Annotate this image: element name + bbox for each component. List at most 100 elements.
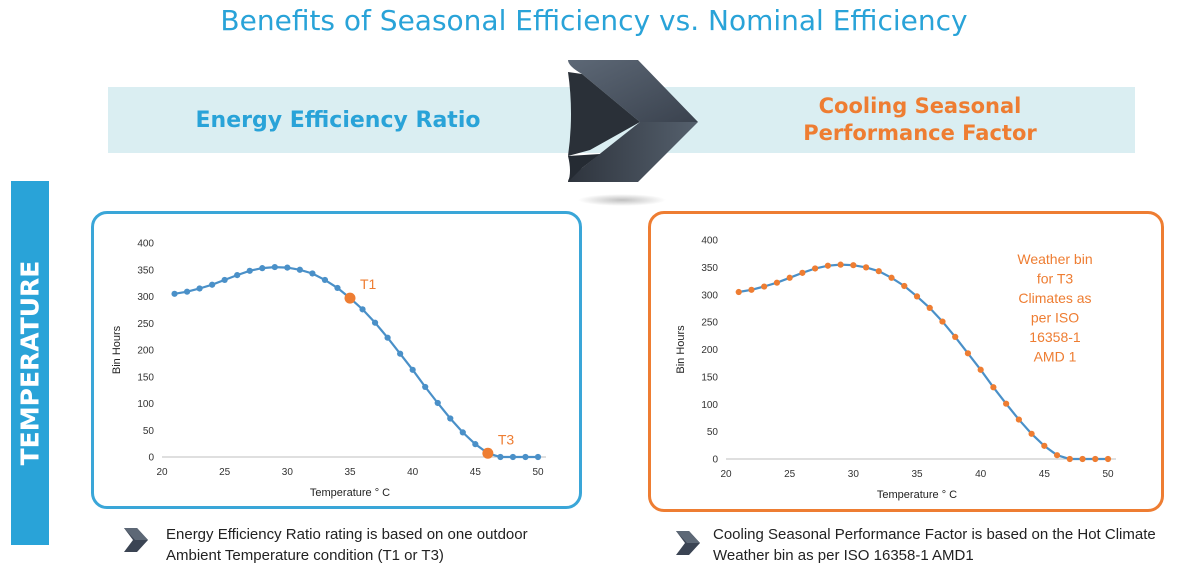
cspf-y-tick-label: 300 <box>701 290 718 301</box>
eer-data-point <box>196 285 203 292</box>
cspf-data-point <box>862 264 870 271</box>
cspf-x-tick-label: 45 <box>1039 469 1051 480</box>
cspf-data-point <box>1041 442 1048 449</box>
eer-data-point <box>221 276 228 284</box>
cspf-x-tick-label: 35 <box>911 469 923 480</box>
eer-y-tick-label: 100 <box>137 399 154 410</box>
eer-highlight-label: T3 <box>498 431 515 447</box>
eer-data-point <box>296 266 303 273</box>
cspf-weather-bin-annotation: Weather bin for T3 Climates as per ISO 16358… <box>1017 251 1092 365</box>
cspf-data-point <box>748 286 755 293</box>
eer-data-point <box>434 399 441 407</box>
cspf-data-point <box>901 282 908 290</box>
cspf-data-point <box>773 279 781 286</box>
cspf-note: Cooling Seasonal Performance Factor is b… <box>713 526 1156 564</box>
eer-data-point <box>472 441 479 448</box>
eer-highlight-label: T1 <box>360 276 377 292</box>
cspf-y-tick-label: 50 <box>707 427 719 438</box>
eer-data-point <box>509 453 517 461</box>
eer-data-point <box>459 429 466 436</box>
eer-y-axis-title: Bin Hours <box>111 325 123 374</box>
eer-data-point <box>246 267 253 274</box>
eer-data-point <box>522 453 529 461</box>
cspf-bin-hours-chart: 20 25 30 35 40 45 50 0 50 100 150 200 250 300 350 400 Te… <box>675 236 1116 501</box>
eer-data-point <box>409 366 416 373</box>
eer-data-point <box>359 306 366 313</box>
cspf-x-tick-label: 25 <box>784 469 796 480</box>
cspf-data-point <box>875 268 882 275</box>
cspf-data-point <box>1053 452 1061 459</box>
cspf-label: Cooling Seasonal Performance Factor <box>803 94 1037 145</box>
cspf-data-point <box>977 366 984 373</box>
eer-data-point <box>284 264 291 271</box>
cspf-data-point <box>952 333 959 341</box>
eer-data-point <box>183 288 191 295</box>
cspf-chart-panel <box>648 211 1164 512</box>
cspf-x-tick-label: 20 <box>720 469 732 480</box>
eer-label: Energy Efficiency Ratio <box>195 107 481 133</box>
eer-y-tick-label: 250 <box>137 319 154 330</box>
cspf-data-point <box>799 269 806 276</box>
cspf-data-point <box>1066 455 1073 463</box>
eer-x-tick-label: 25 <box>219 467 231 478</box>
cspf-data-point <box>888 274 895 281</box>
cspf-data-point <box>913 293 921 300</box>
cspf-data-point <box>812 265 819 272</box>
eer-x-tick-label: 20 <box>156 467 168 478</box>
cspf-data-point <box>837 261 844 268</box>
eer-x-tick-label: 30 <box>282 467 294 478</box>
cspf-x-axis-title: Temperature ° C <box>877 489 957 501</box>
eer-y-tick-label: 50 <box>143 426 155 437</box>
eer-y-tick-label: 300 <box>137 292 154 303</box>
eer-data-point <box>171 290 178 297</box>
cspf-y-axis-title: Bin Hours <box>675 325 687 374</box>
eer-bin-hours-chart: 20 25 30 35 40 45 50 0 50 100 150 200 250 300 350 400 Te… <box>111 239 546 499</box>
cspf-data-point <box>926 304 933 311</box>
eer-data-point <box>384 334 391 341</box>
eer-y-tick-label: 0 <box>148 453 154 464</box>
eer-x-tick-label: 45 <box>470 467 482 478</box>
cspf-data-point <box>824 262 831 269</box>
eer-y-tick-label: 200 <box>137 346 154 357</box>
cspf-x-tick-label: 30 <box>848 469 860 480</box>
cspf-x-tick-label: 50 <box>1102 469 1114 480</box>
cspf-y-tick-label: 250 <box>701 318 718 329</box>
eer-y-tick-label: 150 <box>137 372 154 383</box>
eer-note: Energy Efficiency Ratio rating is based … <box>166 526 528 564</box>
chevron-bullet-icon <box>124 528 148 552</box>
cspf-data-point <box>964 350 972 357</box>
eer-data-point <box>209 281 216 288</box>
cspf-data-point <box>1079 455 1086 463</box>
eer-x-tick-label: 50 <box>532 467 544 478</box>
eer-data-point <box>321 276 329 284</box>
eer-data-point <box>309 270 316 277</box>
eer-highlight-point <box>482 447 494 459</box>
cspf-data-point <box>1028 430 1035 437</box>
cspf-data-point <box>735 288 742 296</box>
eer-data-point <box>234 272 241 279</box>
eer-x-tick-label: 35 <box>344 467 356 478</box>
eer-x-axis-title: Temperature ° C <box>310 487 390 499</box>
cspf-data-point <box>1003 400 1010 407</box>
eer-x-tick-label: 40 <box>407 467 419 478</box>
cspf-data-point <box>939 318 946 325</box>
cspf-data-point <box>786 274 793 281</box>
eer-data-point <box>447 415 454 422</box>
cspf-data-point <box>1092 455 1099 463</box>
cspf-y-tick-label: 200 <box>701 345 718 356</box>
cspf-y-tick-label: 350 <box>701 263 718 274</box>
eer-data-point <box>271 263 278 271</box>
chevron-bullet-icon <box>676 531 700 555</box>
eer-data-point <box>397 350 404 357</box>
temperature-side-label: TEMPERATURE <box>11 181 49 545</box>
cspf-y-tick-label: 100 <box>701 400 718 411</box>
eer-data-point <box>259 265 266 272</box>
cspf-data-point <box>990 384 997 391</box>
cspf-x-tick-label: 40 <box>975 469 987 480</box>
eer-series-line <box>174 265 538 459</box>
eer-highlight-point <box>344 292 356 304</box>
cspf-y-tick-label: 400 <box>701 236 718 247</box>
cspf-data-point <box>1104 455 1112 463</box>
eer-y-tick-label: 350 <box>137 265 154 276</box>
cspf-data-point <box>761 283 768 290</box>
